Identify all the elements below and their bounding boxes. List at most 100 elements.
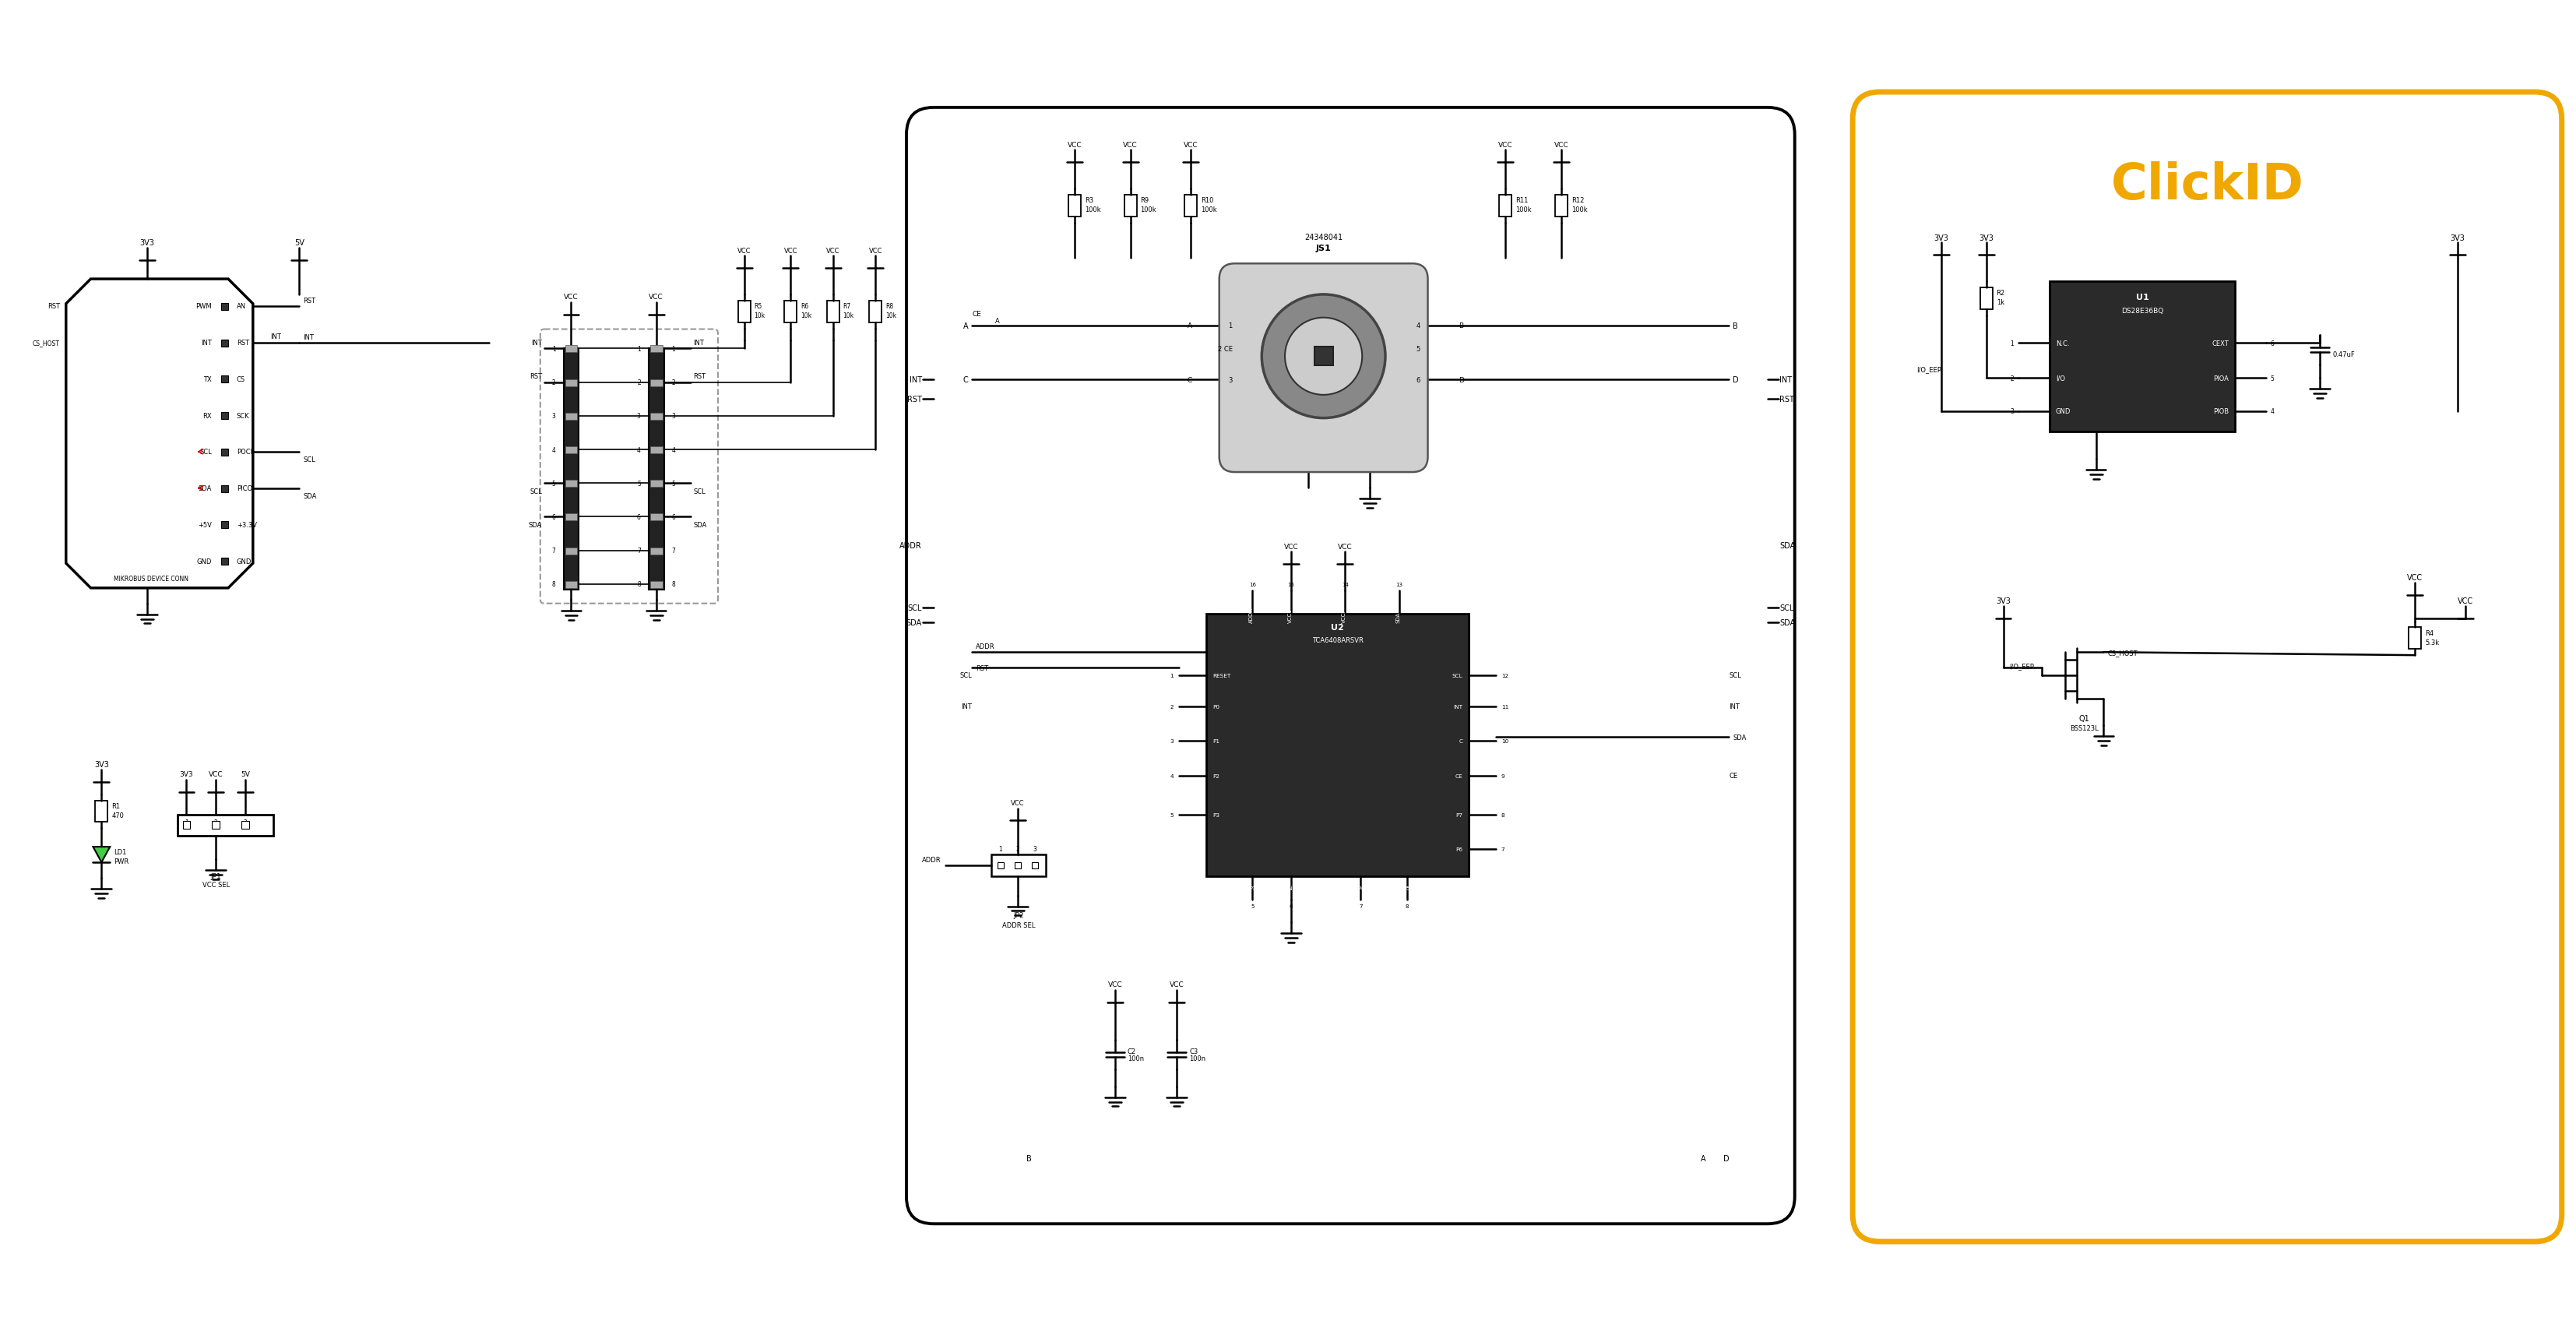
Bar <box>1981 289 1991 310</box>
Text: 2: 2 <box>214 819 219 825</box>
Text: P5: P5 <box>1404 886 1409 890</box>
Text: CE: CE <box>971 311 981 318</box>
Text: INT: INT <box>1780 376 1793 384</box>
Text: 8: 8 <box>1404 903 1409 909</box>
Text: D: D <box>1458 376 1463 384</box>
Text: PWM: PWM <box>196 303 211 310</box>
Text: R5: R5 <box>755 303 762 310</box>
Text: C: C <box>1458 739 1463 743</box>
Text: 1: 1 <box>185 819 188 825</box>
Text: 7: 7 <box>551 548 556 554</box>
Bar <box>1206 613 1468 876</box>
Text: U1: U1 <box>2136 294 2148 301</box>
Text: 1: 1 <box>999 845 1002 852</box>
Text: 5: 5 <box>551 480 556 487</box>
Text: 100k: 100k <box>1084 207 1100 213</box>
Text: VCCP: VCCP <box>1342 609 1347 623</box>
Text: 3V3: 3V3 <box>1935 234 1950 242</box>
Text: 2: 2 <box>1170 705 1175 709</box>
Text: 1: 1 <box>672 345 675 353</box>
Text: 5: 5 <box>1252 903 1255 909</box>
Bar <box>2409 628 2421 650</box>
Text: P3: P3 <box>1213 812 1218 817</box>
Bar <box>222 486 229 493</box>
Bar <box>1123 196 1136 217</box>
Bar <box>649 480 662 487</box>
Text: RST: RST <box>693 373 706 380</box>
Text: RST: RST <box>304 298 317 305</box>
Bar <box>564 447 577 454</box>
Text: 5: 5 <box>672 480 675 487</box>
Text: RST: RST <box>1780 396 1793 403</box>
Text: ADDR: ADDR <box>976 643 994 650</box>
Text: 10: 10 <box>1502 739 1510 743</box>
Text: SDA: SDA <box>693 522 706 529</box>
Text: 9: 9 <box>1502 774 1504 778</box>
Text: A: A <box>994 318 999 325</box>
Text: VCC: VCC <box>1170 981 1185 988</box>
Text: SCL: SCL <box>1728 672 1741 679</box>
Text: P0: P0 <box>1213 705 1218 709</box>
Text: 10k: 10k <box>755 313 765 319</box>
Text: VCC: VCC <box>1182 142 1198 149</box>
Bar <box>868 301 881 323</box>
FancyBboxPatch shape <box>907 109 1795 1224</box>
FancyBboxPatch shape <box>1852 93 2561 1241</box>
Text: SDA: SDA <box>1780 619 1795 627</box>
Text: R9: R9 <box>1141 197 1149 204</box>
Bar <box>649 447 662 454</box>
Polygon shape <box>67 279 252 588</box>
Text: RST: RST <box>907 396 922 403</box>
Text: VCC: VCC <box>209 770 224 778</box>
Text: SDA: SDA <box>198 484 211 493</box>
Text: 1: 1 <box>1170 674 1175 678</box>
Text: PICO: PICO <box>237 484 252 493</box>
Text: CS: CS <box>237 376 245 382</box>
Bar <box>997 863 1005 868</box>
Text: 6: 6 <box>1417 376 1419 384</box>
Text: D: D <box>1734 376 1739 384</box>
Text: ADDR: ADDR <box>922 856 940 863</box>
Text: SDA: SDA <box>304 493 317 499</box>
Text: 6: 6 <box>636 514 641 521</box>
Text: INT: INT <box>531 340 541 346</box>
Text: 1: 1 <box>1229 322 1231 329</box>
Bar <box>564 581 577 588</box>
Text: GND: GND <box>1285 886 1298 890</box>
Circle shape <box>1285 318 1363 396</box>
Bar <box>564 346 577 353</box>
Text: VCC: VCC <box>564 294 580 301</box>
Text: 3: 3 <box>1229 376 1231 384</box>
Text: RST: RST <box>528 373 541 380</box>
Text: 3: 3 <box>672 413 675 420</box>
Text: INT: INT <box>1728 703 1739 710</box>
Bar <box>564 380 577 386</box>
Text: SCK: SCK <box>237 412 250 419</box>
Text: 10k: 10k <box>842 313 855 319</box>
Text: SCL: SCL <box>907 604 922 612</box>
Text: A: A <box>1188 322 1193 329</box>
Bar <box>992 855 1046 876</box>
Text: SCL: SCL <box>304 456 314 463</box>
Text: 16: 16 <box>1249 582 1257 586</box>
Text: R3: R3 <box>1084 197 1095 204</box>
Text: P1: P1 <box>1213 739 1218 743</box>
Text: R11: R11 <box>1515 197 1528 204</box>
Text: 3V3: 3V3 <box>1978 234 1994 242</box>
Text: 2: 2 <box>551 380 556 386</box>
Text: 3: 3 <box>2009 408 2014 415</box>
Bar <box>564 413 577 420</box>
Text: 1: 1 <box>2009 340 2014 348</box>
Text: JS1: JS1 <box>1309 352 1321 360</box>
Text: 11: 11 <box>1502 705 1510 709</box>
Text: 100k: 100k <box>1200 207 1216 213</box>
Text: INT: INT <box>961 703 971 710</box>
Text: VCC: VCC <box>1123 142 1139 149</box>
Text: P6: P6 <box>1455 847 1463 852</box>
Text: Q1: Q1 <box>2079 714 2089 722</box>
Text: 3V3: 3V3 <box>1996 597 2012 605</box>
Text: R12: R12 <box>1571 197 1584 204</box>
Text: VCC: VCC <box>1108 981 1123 988</box>
Text: 6: 6 <box>551 514 556 521</box>
Text: 4: 4 <box>1417 322 1419 329</box>
